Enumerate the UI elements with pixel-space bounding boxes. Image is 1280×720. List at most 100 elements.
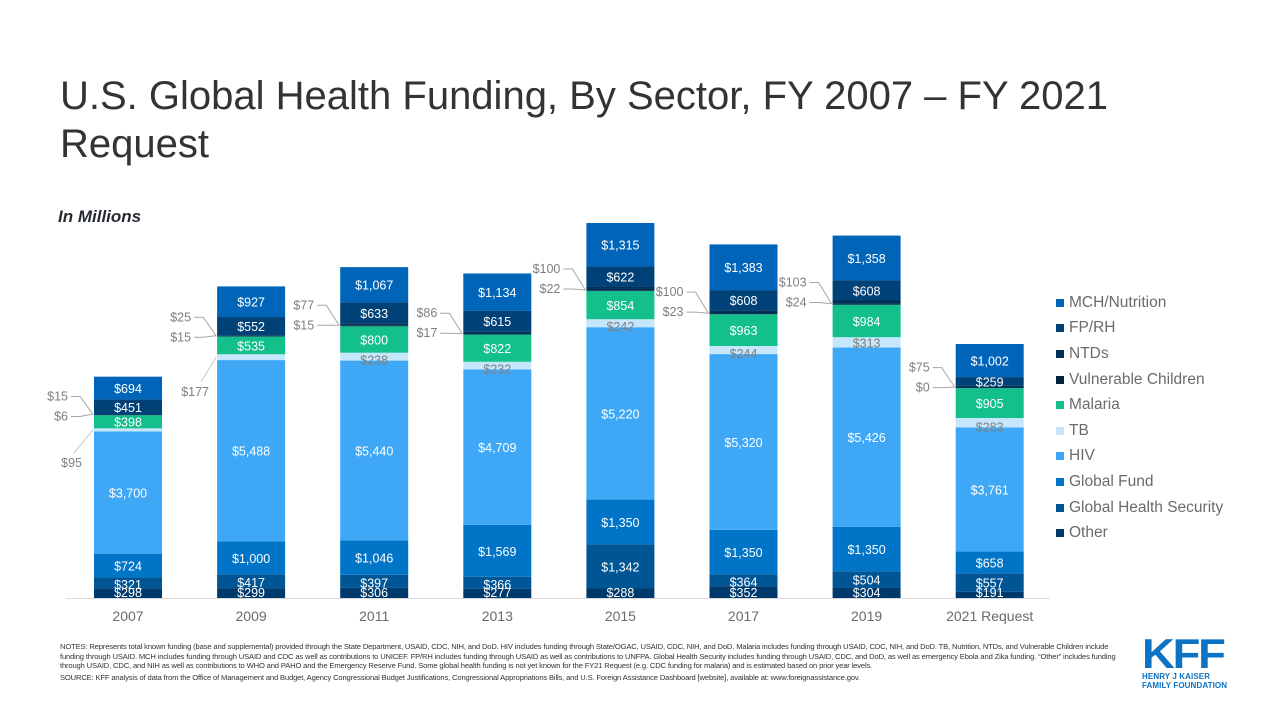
bar-segment-hiv (94, 431, 162, 554)
data-label-hiv: $5,320 (724, 436, 762, 450)
bar-segment-other (217, 588, 286, 598)
stacked-bar-chart: $298$321 $724 $3,700 $398$451 $694 $15 $6 $95 $2… (47, 223, 1050, 624)
data-label-fp-rh: $552 (237, 320, 265, 334)
legend-swatch (1056, 503, 1064, 512)
data-label-ntds: $100 (533, 262, 561, 276)
data-label-global-health-security: $417 (237, 576, 265, 590)
bar-segment-global-fund (463, 524, 532, 577)
data-label-tb: $238 (360, 354, 388, 368)
x-tick-label: 2021 Request (946, 608, 1033, 624)
legend-swatch (1056, 375, 1064, 384)
data-label-global-health-security: $321 (114, 578, 142, 592)
data-label-global-fund: $1,569 (478, 545, 516, 559)
bar-segment-ntds (586, 286, 655, 291)
legend-label: Global Fund (1069, 472, 1154, 490)
data-label-global-fund: $724 (114, 560, 142, 574)
legend-swatch (1056, 452, 1064, 461)
bar-segment-mch-nutrition (709, 244, 778, 291)
bar-segment-hiv (217, 360, 286, 542)
data-label-ntds: $15 (47, 389, 68, 403)
bar-segment-global-health-security (832, 571, 901, 588)
legend-label: Malaria (1069, 396, 1120, 414)
data-label-vulnerable-children: $6 (54, 409, 68, 423)
data-label-mch-nutrition: $1,067 (355, 279, 393, 293)
data-label-vulnerable-children: $15 (293, 318, 314, 332)
bar-segment-hiv (955, 427, 1024, 552)
bar-segment-ntds (955, 385, 1024, 389)
legend-label: Global Health Security (1069, 498, 1224, 516)
bar-segment-vulnerable-children (709, 313, 778, 315)
bar-segment-fp-rh (340, 302, 409, 324)
data-label-hiv: $4,709 (478, 441, 516, 455)
x-tick-label: 2015 (605, 608, 636, 624)
leader-line-vulnerable-children (71, 413, 94, 417)
data-label-fp-rh: $622 (606, 271, 634, 285)
data-label-fp-rh: $608 (853, 284, 881, 298)
data-label-global-health-security: $366 (483, 578, 511, 592)
data-label-malaria: $822 (483, 342, 511, 356)
legend-item-vulnerable-children: Vulnerable Children (1056, 367, 1223, 393)
logo-line-1: HENRY J KAISER (1142, 672, 1211, 681)
bar-segment-malaria (586, 290, 655, 320)
legend-item-other: Other (1056, 520, 1223, 546)
logo-line-2: FAMILY FOUNDATION (1142, 681, 1228, 690)
bar-segment-vulnerable-children (463, 334, 532, 335)
bar-segment-ntds (832, 300, 901, 304)
data-label-vulnerable-children: $23 (663, 305, 684, 319)
data-label-mch-nutrition: $1,134 (478, 286, 516, 300)
data-label-tb: $232 (483, 362, 511, 376)
bar-segment-ntds (709, 310, 778, 314)
notes-text: NOTES: Represents total known funding (b… (60, 642, 1116, 671)
data-label-malaria: $398 (114, 416, 142, 430)
data-label-hiv: $5,440 (355, 444, 393, 458)
data-label-tb: $242 (606, 320, 634, 334)
data-label-vulnerable-children: $0 (916, 381, 930, 395)
data-label-ntds: $25 (170, 310, 191, 324)
slide-title: U.S. Global Health Funding, By Sector, F… (60, 74, 1109, 166)
x-tick-label: 2013 (482, 608, 513, 624)
bar-segment-tb (463, 361, 532, 370)
data-label-hiv: $5,220 (601, 407, 639, 421)
bar-segment-tb (586, 319, 655, 328)
legend-item-fp-rh: FP/RH (1056, 316, 1223, 342)
bar-segment-malaria (463, 334, 532, 362)
data-label-global-fund: $1,350 (601, 516, 639, 530)
bar-segment-global-health-security (586, 544, 655, 589)
leader-line-ntds (686, 291, 709, 314)
data-label-ntds: $77 (293, 298, 314, 312)
bar-segment-hiv (709, 354, 778, 530)
legend-item-global-fund: Global Fund (1056, 469, 1223, 495)
leader-line-ntds (317, 304, 340, 326)
bar-segment-tb (217, 354, 286, 361)
data-label-ntds: $86 (416, 306, 437, 320)
bar-segment-mch-nutrition (217, 286, 286, 318)
data-label-tb: $283 (976, 420, 1004, 434)
data-label-vulnerable-children: $15 (170, 330, 191, 344)
data-label-ntds: $75 (909, 361, 930, 375)
bar-segment-vulnerable-children (832, 303, 901, 305)
x-tick-label: 2017 (728, 608, 759, 624)
bar-segment-mch-nutrition (463, 273, 532, 311)
bar-segment-hiv (832, 347, 901, 527)
data-label-malaria: $800 (360, 334, 388, 348)
bar-segment-global-fund (709, 529, 778, 575)
bar-segment-malaria (94, 415, 162, 429)
legend-swatch (1056, 349, 1064, 358)
data-label-fp-rh: $633 (360, 307, 388, 321)
data-label-global-health-security: $557 (976, 576, 1004, 590)
leader-line-vulnerable-children (809, 302, 832, 305)
data-label-hiv: $5,426 (847, 431, 885, 445)
data-label-global-health-security: $504 (853, 574, 881, 588)
legend-swatch (1056, 298, 1064, 307)
data-label-tb-outside: $95 (61, 456, 82, 470)
data-label-tb-outside: $177 (181, 385, 209, 399)
x-tick-label: 2007 (112, 608, 143, 624)
data-label-hiv: $5,488 (232, 445, 270, 459)
bar-segment-global-fund (955, 551, 1024, 574)
data-label-other: $304 (853, 586, 881, 600)
data-label-ntds: $100 (656, 285, 684, 299)
data-label-fp-rh: $615 (483, 315, 511, 329)
leader-line-ntds (194, 316, 217, 336)
data-label-fp-rh: $259 (976, 375, 1004, 389)
bar-segment-vulnerable-children (586, 290, 655, 291)
